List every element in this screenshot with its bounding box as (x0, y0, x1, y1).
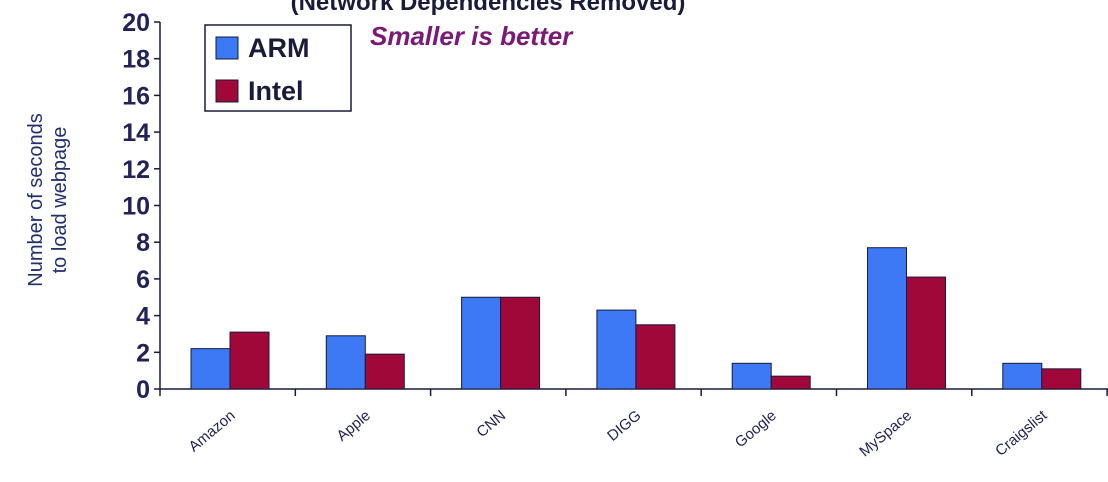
bar-arm-amazon (190, 348, 231, 390)
x-tick-label: DIGG (604, 407, 644, 445)
bar-arm-myspace (867, 247, 907, 390)
bar-arm-google (731, 362, 772, 390)
bar-intel-cnn (500, 296, 541, 390)
x-tick-label: Apple (334, 407, 374, 445)
legend-label-intel: Intel (248, 76, 304, 106)
legend-swatch-arm (215, 36, 239, 60)
y-axis-label-line-1: Number of seconds (25, 113, 47, 286)
chart-title: (Network Dependencies Removed) (291, 0, 686, 16)
y-tick-label: 6 (136, 266, 150, 294)
y-tick-label: 12 (122, 156, 150, 184)
legend-label-arm: ARM (248, 33, 310, 63)
bars (190, 247, 1082, 390)
y-tick-label: 2 (136, 339, 150, 367)
legend: ARM Intel (204, 24, 352, 112)
bar-intel-amazon (229, 331, 270, 390)
smaller-is-better-annotation: Smaller is better (370, 21, 574, 51)
y-tick-label: 20 (122, 9, 150, 37)
y-tick-label: 18 (122, 46, 150, 74)
legend-swatch-intel (215, 79, 239, 103)
bar-arm-apple (325, 335, 366, 390)
x-tick-label: CNN (473, 407, 509, 441)
y-axis-label: Number of seconds to load webpage (25, 113, 71, 286)
y-axis-ticks: 0 2 4 6 8 10 12 14 16 18 20 (122, 9, 160, 404)
bar-intel-myspace (906, 276, 946, 390)
y-axis-label-line-2: to load webpage (49, 127, 71, 274)
x-tick-label: MySpace (856, 407, 915, 460)
x-tick-label: Google (732, 407, 780, 451)
x-axis-ticks: Amazon Apple CNN DIGG Google MySpace Craigslis… (159, 389, 1108, 460)
bar-arm-digg (596, 309, 637, 390)
bar-intel-apple (364, 353, 405, 390)
y-tick-label: 8 (136, 229, 150, 257)
y-tick-label: 16 (122, 82, 150, 110)
y-tick-label: 4 (136, 303, 150, 331)
bar-intel-digg (635, 324, 676, 390)
x-tick-label: Craigslist (992, 407, 1051, 460)
x-tick-label: Amazon (185, 407, 238, 455)
bar-arm-craigslist (1002, 362, 1043, 390)
bar-intel-craigslist (1041, 368, 1082, 390)
y-tick-label: 14 (122, 119, 150, 147)
y-tick-label: 10 (122, 193, 150, 221)
y-tick-label: 0 (136, 376, 150, 404)
bar-arm-cnn (461, 296, 502, 390)
bar-intel-google (770, 375, 811, 390)
